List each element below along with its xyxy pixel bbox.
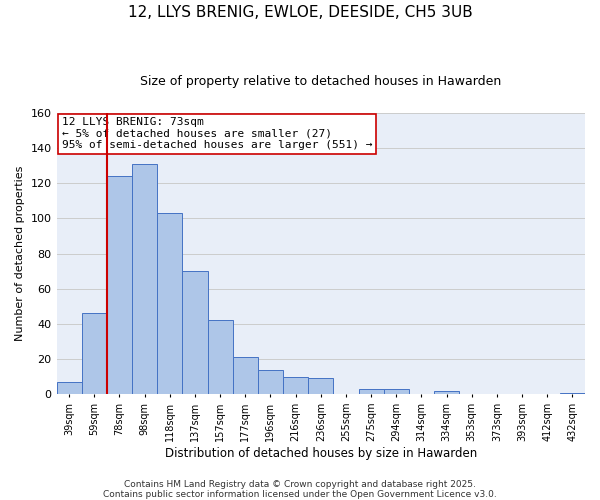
Bar: [308, 378, 334, 394]
Bar: [283, 376, 308, 394]
Bar: [132, 164, 157, 394]
Bar: [107, 176, 132, 394]
Bar: [434, 391, 459, 394]
Y-axis label: Number of detached properties: Number of detached properties: [15, 166, 25, 341]
Text: Contains public sector information licensed under the Open Government Licence v3: Contains public sector information licen…: [103, 490, 497, 499]
Text: Contains HM Land Registry data © Crown copyright and database right 2025.: Contains HM Land Registry data © Crown c…: [124, 480, 476, 489]
X-axis label: Distribution of detached houses by size in Hawarden: Distribution of detached houses by size …: [164, 447, 477, 460]
Bar: [208, 320, 233, 394]
Bar: [359, 389, 383, 394]
Bar: [157, 213, 182, 394]
Title: Size of property relative to detached houses in Hawarden: Size of property relative to detached ho…: [140, 75, 502, 88]
Bar: [560, 392, 585, 394]
Bar: [258, 370, 283, 394]
Text: 12, LLYS BRENIG, EWLOE, DEESIDE, CH5 3UB: 12, LLYS BRENIG, EWLOE, DEESIDE, CH5 3UB: [128, 5, 472, 20]
Bar: [82, 314, 107, 394]
Bar: [182, 271, 208, 394]
Bar: [56, 382, 82, 394]
Text: 12 LLYS BRENIG: 73sqm
← 5% of detached houses are smaller (27)
95% of semi-detac: 12 LLYS BRENIG: 73sqm ← 5% of detached h…: [62, 117, 373, 150]
Bar: [383, 389, 409, 394]
Bar: [233, 358, 258, 395]
